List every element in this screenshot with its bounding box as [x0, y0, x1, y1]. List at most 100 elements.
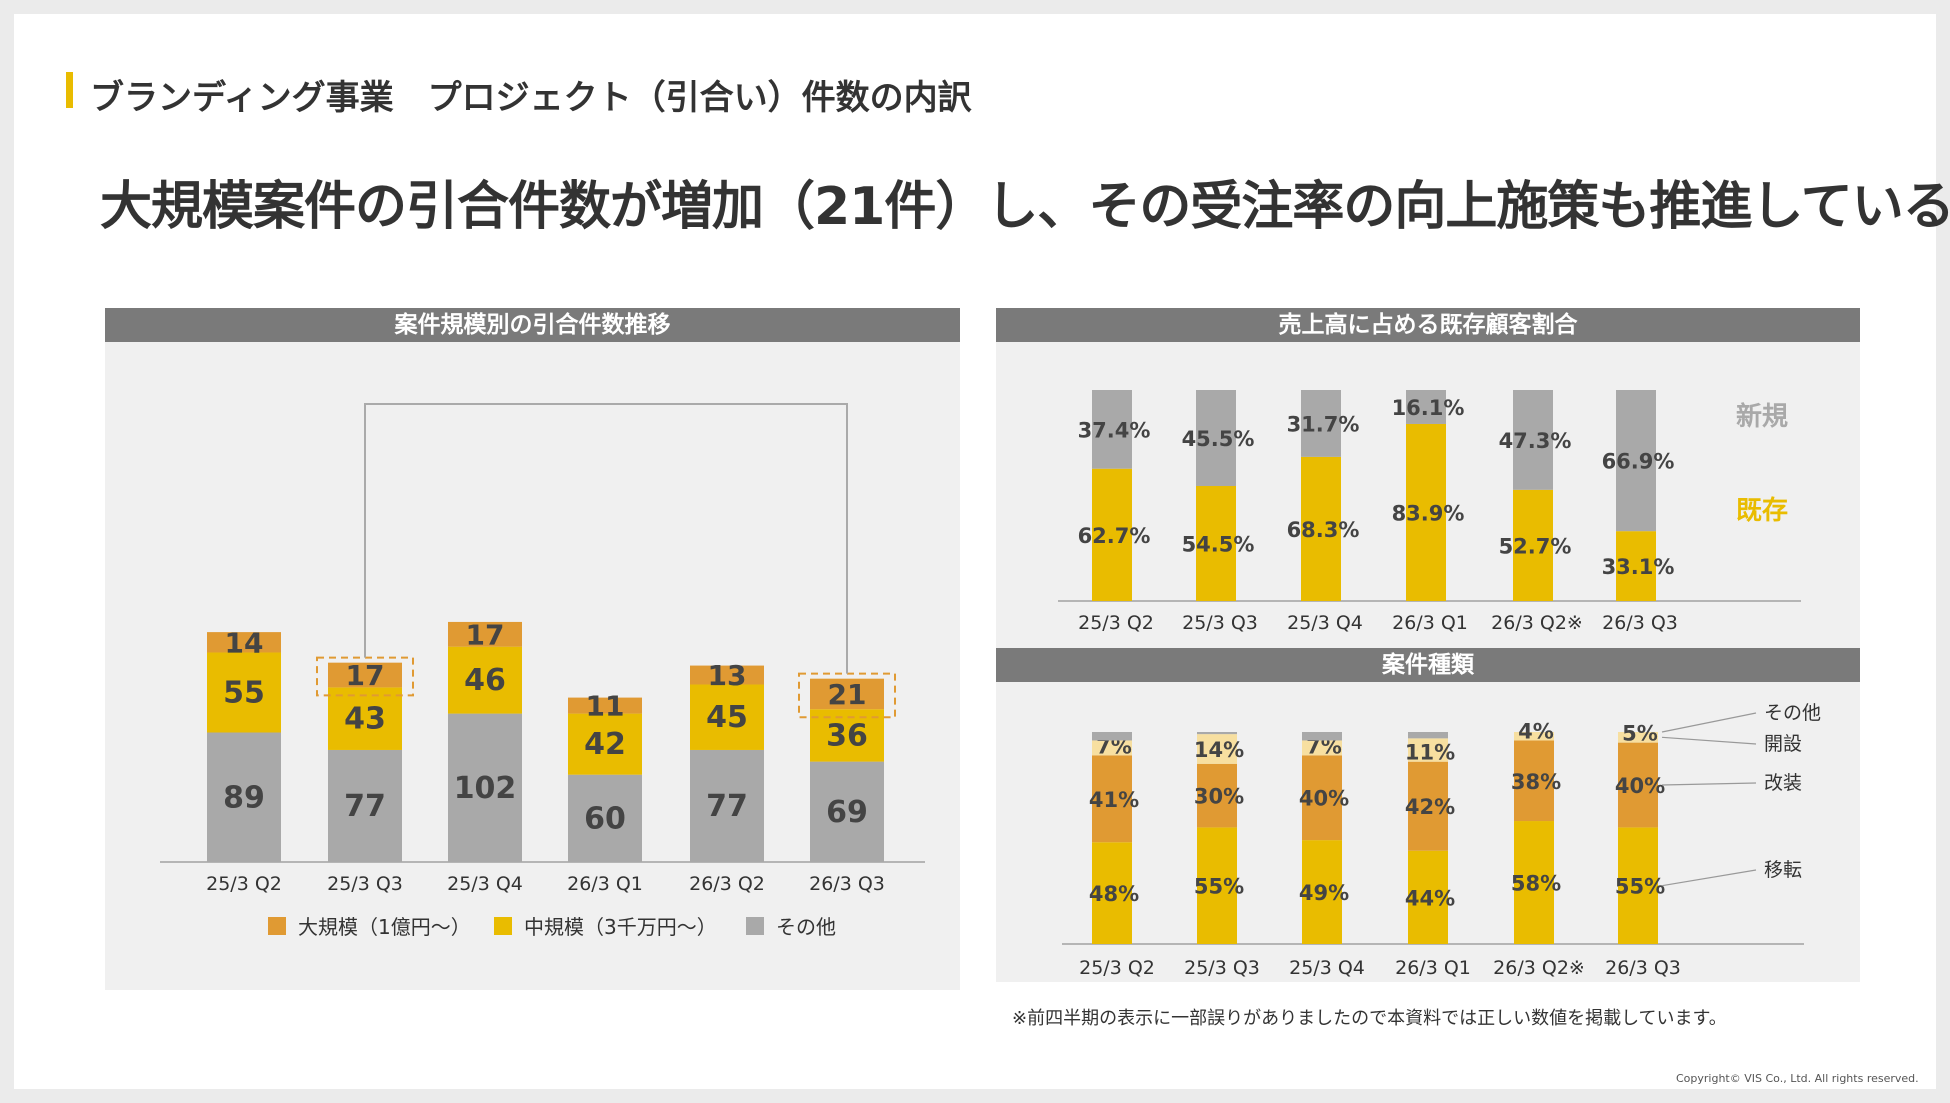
x-tick-label: 25/3 Q4 — [447, 873, 523, 895]
label-existing: 33.1% — [1602, 555, 1675, 579]
project-types-header: 案件種類 — [996, 648, 1860, 682]
segment-label: 44% — [1405, 886, 1455, 910]
highlight-box — [316, 656, 414, 697]
bar-label: 89 — [223, 780, 265, 815]
x-tick-label: 25/3 Q2 — [1078, 612, 1154, 634]
customer-share-header: 売上高に占める既存顧客割合 — [996, 308, 1860, 342]
bar--0 — [1618, 827, 1658, 944]
x-tick-label: 25/3 Q3 — [1184, 957, 1260, 979]
x-tick-label: 26/3 Q2 — [689, 873, 765, 895]
label-existing: 62.7% — [1078, 524, 1151, 548]
copyright: Copyright© VIS Co., Ltd. All rights rese… — [1676, 1072, 1919, 1085]
bar-25-3-q2-s2 — [207, 632, 281, 653]
x-tick-label: 25/3 Q3 — [327, 873, 403, 895]
segment-label: 41% — [1089, 788, 1139, 812]
leads-chart-panel: 89 55 14 25/3 Q2 77 43 17 25/3 Q3 102 46 17 25/3 Q4… — [105, 342, 960, 990]
bar-25-3-q3-s2 — [328, 662, 402, 688]
bar-label: 42 — [584, 727, 626, 762]
x-tick-label: 26/3 Q3 — [809, 873, 885, 895]
label-existing: 68.3% — [1287, 518, 1360, 542]
bar-existing — [1406, 423, 1446, 601]
bar--0 — [1197, 827, 1237, 944]
legend-swatch — [494, 917, 512, 935]
bar-new — [1616, 390, 1656, 532]
x-tick-label: 25/3 Q2 — [1079, 957, 1155, 979]
bar-label: 46 — [464, 663, 506, 698]
bar-label: 69 — [826, 795, 868, 830]
bar-26-3-q1-s2 — [568, 697, 642, 714]
bar-26-3-q2-s1 — [690, 684, 764, 750]
segment-label: 42% — [1405, 795, 1455, 819]
segment-label: 55% — [1194, 875, 1244, 899]
bar-25-3-q4-s0 — [448, 713, 522, 862]
bar--1 — [1618, 742, 1658, 828]
segment-label: 30% — [1194, 785, 1244, 809]
bar--3 — [1408, 732, 1448, 739]
legend-label: 移転 — [1764, 859, 1802, 881]
x-tick-label: 25/3 Q2 — [206, 873, 282, 895]
bar--1 — [1092, 755, 1132, 843]
bar--1 — [1302, 755, 1342, 841]
comparison-bracket — [364, 403, 848, 674]
bar--2 — [1514, 732, 1554, 741]
bar-label: 13 — [708, 659, 747, 692]
bar--2 — [1092, 740, 1132, 756]
label-new: 16.1% — [1392, 396, 1465, 420]
x-tick-label: 26/3 Q2※ — [1493, 957, 1585, 979]
x-tick-label: 25/3 Q3 — [1182, 612, 1258, 634]
x-tick-label: 26/3 Q3 — [1605, 957, 1681, 979]
segment-label: 14% — [1194, 738, 1244, 762]
bar-26-3-q3-s2 — [810, 678, 884, 710]
footnote: ※前四半期の表示に一部誤りがありましたので本資料では正しい数値を掲載しています。 — [1012, 1008, 1727, 1029]
legend-existing: 既存 — [1736, 496, 1788, 526]
bar-25-3-q4-s1 — [448, 646, 522, 714]
bar-25-3-q4-s2 — [448, 621, 522, 647]
bar-26-3-q2-s2 — [690, 665, 764, 685]
bar--0 — [1514, 821, 1554, 944]
x-tick-label: 26/3 Q2※ — [1491, 612, 1583, 634]
bar-existing — [1196, 486, 1236, 601]
bar-existing — [1092, 468, 1132, 601]
bar-new — [1513, 390, 1553, 490]
bar-new — [1092, 390, 1132, 469]
bar--3 — [1197, 732, 1237, 735]
segment-label: 4% — [1518, 719, 1554, 743]
bar-existing — [1513, 489, 1553, 601]
bar--0 — [1302, 840, 1342, 944]
bar-label: 77 — [706, 789, 748, 824]
headline: 大規模案件の引合件数が増加（21件）し、その受注率の向上施策も推進している — [100, 177, 1950, 237]
x-tick-label: 25/3 Q4 — [1289, 957, 1365, 979]
customer-share-panel: 37.4% 62.7% 25/3 Q2 45.5% 54.5% 25/3 Q3 31.7% 6… — [996, 342, 1860, 648]
x-tick-label: 26/3 Q1 — [567, 873, 643, 895]
label-new: 37.4% — [1078, 418, 1151, 442]
legend-leader-line — [1661, 712, 1757, 733]
project-types-panel: 48% 41% 7% 25/3 Q2 55% 30% 14% 25/3 Q3 49% 40% 7% 2… — [996, 682, 1860, 982]
bar-26-3-q3-s0 — [810, 761, 884, 862]
bar-label: 21 — [828, 678, 867, 711]
highlight-box — [798, 672, 896, 719]
bar-existing — [1616, 531, 1656, 601]
legend-leader-line — [1661, 736, 1757, 745]
segment-label: 49% — [1299, 881, 1349, 905]
bar--2 — [1302, 740, 1342, 756]
customer-share-chart: 37.4% 62.7% 25/3 Q2 45.5% 54.5% 25/3 Q3 31.7% 6… — [1058, 390, 1801, 634]
legend-label: 改装 — [1764, 772, 1802, 794]
legend-leader-line — [1661, 869, 1757, 887]
bar-label: 17 — [346, 659, 385, 692]
segment-label: 58% — [1511, 872, 1561, 896]
legend-label: 開設 — [1764, 733, 1802, 755]
bar-label: 102 — [454, 771, 517, 806]
bar-label: 11 — [586, 690, 625, 723]
bar--1 — [1514, 740, 1554, 822]
legend-new: 新規 — [1736, 401, 1788, 432]
legend-label: 中規模（3千万円〜） — [524, 915, 717, 939]
bar-new — [1301, 390, 1341, 457]
label-existing: 83.9% — [1392, 501, 1465, 525]
segment-label: 48% — [1089, 882, 1139, 906]
segment-label: 38% — [1511, 770, 1561, 794]
bar-label: 17 — [466, 618, 505, 651]
bar-label: 55 — [223, 675, 265, 710]
bar--2 — [1618, 732, 1658, 743]
bar-26-3-q1-s0 — [568, 774, 642, 862]
